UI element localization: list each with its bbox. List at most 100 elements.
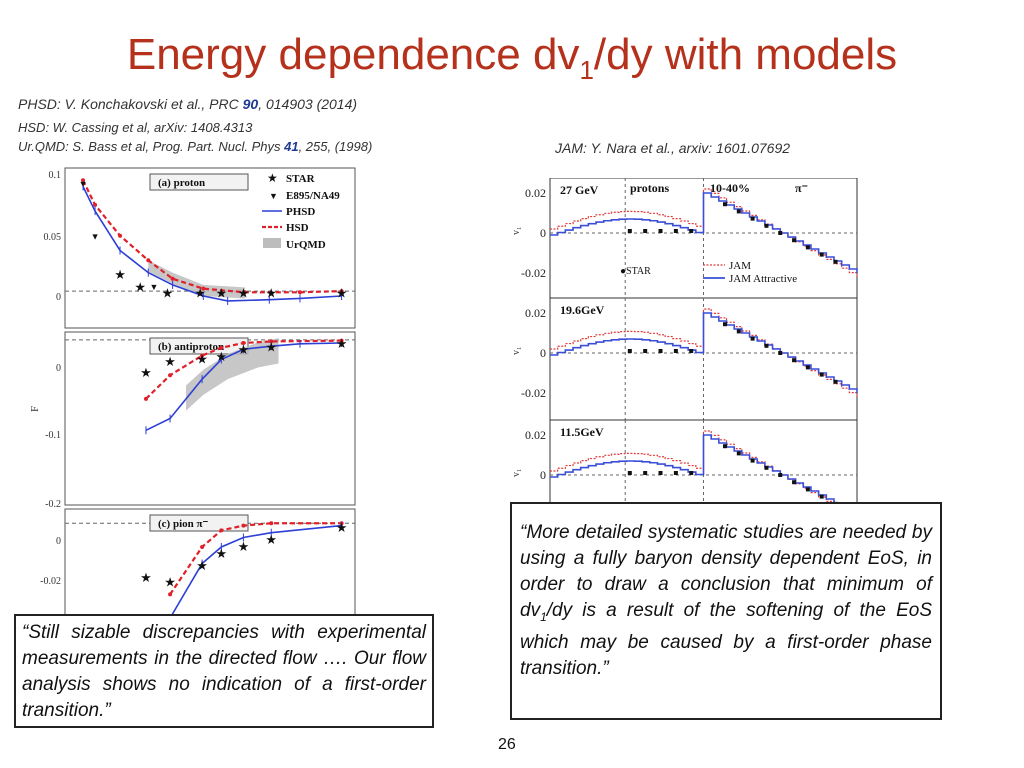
star-point: ★	[215, 349, 227, 364]
hsd-line	[169, 522, 342, 596]
e895-point: ▼	[150, 282, 159, 292]
energy-label: 27 GeV	[560, 183, 599, 197]
y-axis-label: v₁	[511, 469, 522, 478]
star-point: ★	[238, 539, 250, 554]
panel-label: (a) proton	[158, 177, 205, 189]
legend-label: ●STAR	[620, 266, 651, 277]
y-tick-label: 0	[540, 346, 546, 360]
star-data-point	[736, 209, 741, 214]
star-data-point	[805, 245, 810, 250]
species-label-protons: protons	[630, 181, 669, 195]
star-point: ★	[336, 520, 348, 535]
hsd-line	[82, 179, 342, 294]
y-tick-label: -0.02	[40, 576, 61, 587]
y-axis-label: v₁	[511, 347, 522, 356]
jam-attractive-curve	[550, 434, 851, 508]
slide-title: Energy dependence dv1/dy with models	[126, 30, 898, 85]
hsd-point	[200, 544, 205, 549]
hsd-point	[242, 290, 247, 295]
hsd-point	[168, 373, 173, 378]
star-data-point	[833, 259, 838, 264]
star-data-point	[673, 349, 678, 353]
star-data-point	[689, 471, 694, 475]
right-panel-2: 0.02 0 11.5GeV v₁	[511, 419, 858, 508]
star-data-point	[722, 444, 727, 449]
y-tick-label: 0.02	[525, 306, 546, 320]
hsd-point	[200, 353, 205, 358]
legend-label: PHSD	[286, 206, 315, 218]
hsd-point	[170, 276, 175, 281]
star-data-point	[792, 480, 797, 485]
right-figure-jam: 0.02 0 -0.02 27 GeV protons 10-40% π⁻ v₁ ●STAR JA…	[511, 178, 858, 508]
star-data-point	[736, 329, 741, 334]
page-number: 26	[498, 736, 516, 753]
star-point: ★	[336, 286, 348, 301]
star-point: ★	[164, 354, 176, 369]
e895-point: ▼	[79, 179, 88, 189]
star-point: ★	[265, 286, 277, 301]
y-axis-label: v₁	[511, 227, 522, 236]
star-data-point	[819, 252, 824, 257]
energy-label: 19.6GeV	[560, 303, 605, 317]
quote-right-box: “More detailed systematic studies are ne…	[510, 502, 942, 720]
star-data-point	[764, 343, 769, 348]
star-data-point	[658, 349, 663, 353]
star-point: ★	[265, 340, 277, 355]
hsd-point	[93, 202, 98, 207]
star-point: ★	[134, 279, 146, 294]
y-tick-label: 0.02	[525, 428, 546, 442]
star-point: ★	[215, 286, 227, 301]
left-panel-frame	[64, 167, 356, 329]
hsd-point	[241, 523, 246, 528]
legend-label: STAR	[286, 173, 316, 185]
reference-urqmd: Ur.QMD: S. Bass et al, Prog. Part. Nucl.…	[18, 139, 373, 154]
star-data-point	[689, 349, 694, 353]
star-data-point	[658, 229, 663, 233]
reference-jam: JAM: Y. Nara et al., arxiv: 1601.07692	[555, 140, 791, 156]
star-data-point	[833, 379, 838, 384]
left-panel-0: 0.10.050(a) proton★★ ★ ★ ★ ★ ★ ★▼▼▼★▼STARE895/…	[44, 167, 356, 329]
star-data-point	[627, 229, 632, 233]
star-point: ★	[265, 532, 277, 547]
hsd-point	[241, 341, 246, 346]
left-panel-1: 0-0.1-0.2(b) antiproton★★ ★ ★ ★ ★ ★	[45, 331, 356, 510]
y-tick-label: -0.1	[45, 430, 61, 441]
left-panel-2: 0 -0.02 (c) pion π⁻ ★ ★ ★ ★ ★ ★ ★	[40, 508, 356, 630]
star-data-point	[778, 231, 783, 235]
y-axis-label: F	[30, 406, 41, 412]
star-data-point	[643, 229, 648, 233]
star-point: ★	[215, 546, 227, 561]
legend-label: E895/NA49	[286, 190, 340, 202]
star-data-point	[658, 471, 663, 475]
right-panel-0: 0.02 0 -0.02 27 GeV protons 10-40% π⁻ v₁ ●STAR JA…	[511, 178, 858, 299]
star-data-point	[819, 494, 824, 499]
star-data-point	[736, 451, 741, 456]
reference-phsd: PHSD: V. Konchakovski et al., PRC 90, 01…	[18, 96, 358, 112]
hsd-point	[201, 286, 206, 291]
star-data-point	[750, 336, 755, 341]
left-panel-frame	[64, 331, 356, 506]
hsd-point	[297, 290, 302, 295]
star-data-point	[819, 372, 824, 377]
star-data-point	[750, 216, 755, 221]
y-tick-label: 0	[56, 536, 61, 547]
urqmd-band	[186, 338, 279, 411]
energy-label: 11.5GeV	[560, 425, 604, 439]
y-tick-label: 0	[56, 363, 61, 374]
star-point: ★	[140, 365, 152, 380]
reference-hsd: HSD: W. Cassing et al, arXiv: 1408.4313	[18, 120, 253, 135]
y-tick-label: 0	[540, 226, 546, 240]
panel-label: (b) antiproton	[158, 341, 224, 353]
hsd-point	[81, 178, 86, 183]
star-data-point	[778, 351, 783, 355]
jam-attractive-curve	[550, 192, 858, 273]
phsd-line	[169, 524, 342, 619]
panel-label-box	[149, 173, 249, 191]
y-tick-label: 0.02	[525, 186, 546, 200]
star-point: ★	[196, 352, 208, 367]
hsd-point	[219, 528, 224, 533]
y-tick-label: 0	[540, 468, 546, 482]
hsd-point	[146, 258, 151, 263]
y-tick-label: 0	[56, 292, 61, 303]
